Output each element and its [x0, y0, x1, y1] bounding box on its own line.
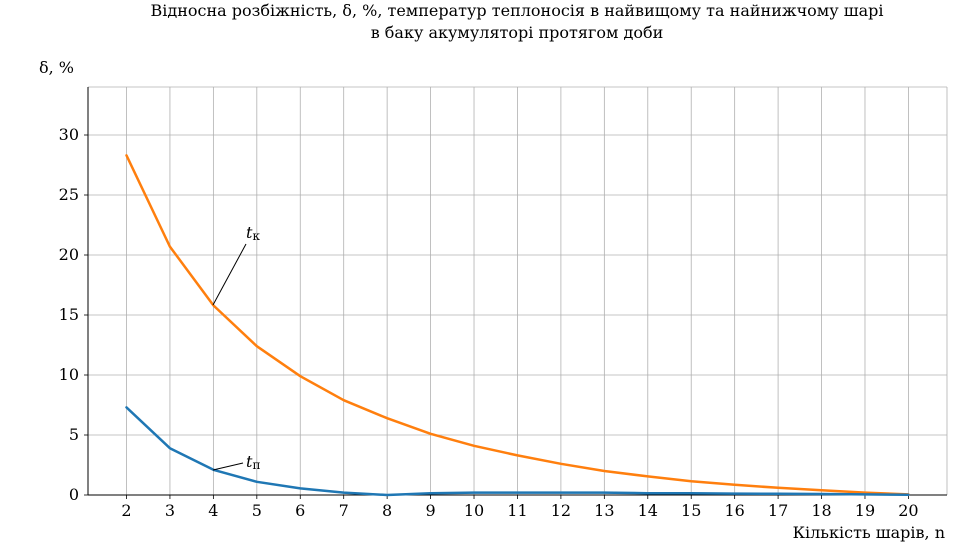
x-tick-label: 6	[295, 501, 305, 520]
x-axis-label: Кількість шарів, n	[793, 523, 945, 542]
series-lines	[125, 154, 910, 497]
x-tick-label: 2	[121, 501, 131, 520]
y-tick-label: 5	[69, 425, 79, 444]
x-tick-label: 4	[208, 501, 218, 520]
chart-title-line2: в баку акумуляторі протягом доби	[370, 23, 664, 42]
chart-title: Відносна розбіжність, δ, %, температур т…	[0, 0, 976, 44]
x-tick-label: 12	[551, 501, 571, 520]
y-tick-label: 25	[59, 185, 79, 204]
x-tick-label: 13	[594, 501, 614, 520]
y-tick-label: 15	[59, 305, 79, 324]
y-tick-label: 10	[59, 365, 79, 384]
annotation-leader-tp	[212, 462, 244, 471]
y-tick-label: 20	[59, 245, 79, 264]
y-tick-label: 30	[59, 125, 79, 144]
x-tick-label: 19	[855, 501, 875, 520]
x-tick-label: 17	[768, 501, 788, 520]
grid	[88, 86, 948, 496]
x-tick-label: 11	[507, 501, 527, 520]
x-ticks: 2 3 4 5 6 7 8 9 10 11 12 13 14 15 16 17 18 19 20	[121, 495, 919, 520]
x-tick-label: 20	[898, 501, 918, 520]
x-tick-label: 16	[724, 501, 744, 520]
x-tick-label: 5	[252, 501, 262, 520]
x-tick-label: 8	[382, 501, 392, 520]
y-tick-label: 0	[69, 485, 79, 504]
x-tick-label: 14	[638, 501, 658, 520]
annotation-label-tk: tк	[246, 223, 260, 243]
x-tick-label: 3	[165, 501, 175, 520]
chart-title-line1: Відносна розбіжність, δ, %, температур т…	[150, 1, 884, 20]
x-tick-label: 9	[425, 501, 435, 520]
annotations: tк tп	[212, 223, 260, 472]
series-line-tp	[125, 406, 910, 497]
y-ticks: 0 5 10 15 20 25 30	[59, 125, 88, 504]
annotation-label-tp: tп	[246, 452, 260, 472]
y-axis-label: δ, %	[39, 58, 74, 77]
x-tick-label: 15	[681, 501, 701, 520]
x-tick-label: 18	[811, 501, 831, 520]
x-tick-label: 10	[464, 501, 484, 520]
annotation-leader-tk	[212, 243, 247, 306]
series-line-tk	[125, 154, 910, 496]
x-tick-label: 7	[339, 501, 349, 520]
